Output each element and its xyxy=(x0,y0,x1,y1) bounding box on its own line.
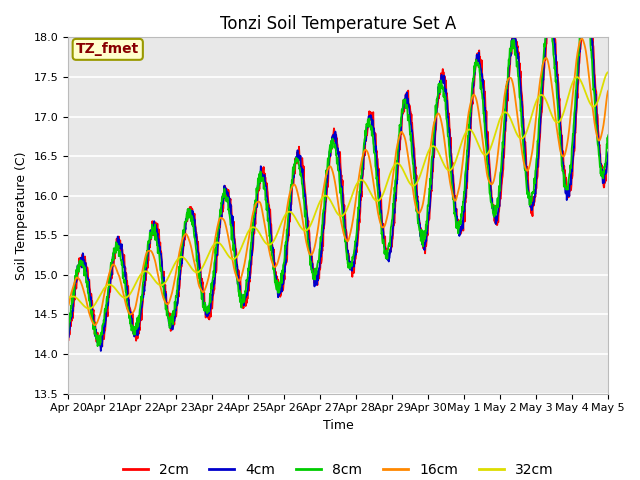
16cm xyxy=(64,303,72,309)
32cm xyxy=(372,198,380,204)
4cm xyxy=(604,149,612,155)
2cm xyxy=(315,276,323,281)
4cm xyxy=(294,147,301,153)
32cm xyxy=(305,225,312,231)
Line: 8cm: 8cm xyxy=(68,0,608,346)
8cm xyxy=(305,247,312,253)
4cm xyxy=(106,281,114,287)
2cm xyxy=(99,344,106,349)
Y-axis label: Soil Temperature (C): Soil Temperature (C) xyxy=(15,151,28,280)
Legend: 2cm, 4cm, 8cm, 16cm, 32cm: 2cm, 4cm, 8cm, 16cm, 32cm xyxy=(117,457,559,480)
4cm xyxy=(64,333,72,338)
8cm xyxy=(93,343,101,349)
32cm xyxy=(604,69,612,75)
8cm xyxy=(315,259,323,265)
32cm xyxy=(294,219,301,225)
Line: 4cm: 4cm xyxy=(68,0,608,351)
2cm xyxy=(129,321,136,326)
8cm xyxy=(582,0,589,3)
4cm xyxy=(315,272,323,278)
8cm xyxy=(604,132,612,138)
32cm xyxy=(85,306,93,312)
16cm xyxy=(294,190,301,195)
16cm xyxy=(106,268,114,274)
16cm xyxy=(372,195,380,201)
8cm xyxy=(372,165,380,170)
Line: 32cm: 32cm xyxy=(68,72,608,309)
16cm xyxy=(129,311,136,316)
32cm xyxy=(315,202,323,208)
2cm xyxy=(305,239,312,244)
8cm xyxy=(64,332,72,338)
4cm xyxy=(372,143,380,149)
4cm xyxy=(129,320,136,325)
Line: 2cm: 2cm xyxy=(68,0,608,347)
Line: 16cm: 16cm xyxy=(68,39,608,325)
16cm xyxy=(315,222,323,228)
16cm xyxy=(578,36,586,42)
8cm xyxy=(294,156,301,162)
16cm xyxy=(91,322,99,328)
2cm xyxy=(106,289,114,295)
Text: TZ_fmet: TZ_fmet xyxy=(76,42,140,56)
16cm xyxy=(604,88,612,94)
8cm xyxy=(106,273,114,278)
4cm xyxy=(97,348,105,354)
4cm xyxy=(305,236,312,242)
2cm xyxy=(604,156,612,161)
2cm xyxy=(372,133,380,139)
16cm xyxy=(305,249,312,255)
8cm xyxy=(129,322,136,328)
X-axis label: Time: Time xyxy=(323,419,353,432)
32cm xyxy=(106,282,114,288)
32cm xyxy=(129,288,136,293)
32cm xyxy=(64,295,72,300)
2cm xyxy=(294,152,301,157)
Title: Tonzi Soil Temperature Set A: Tonzi Soil Temperature Set A xyxy=(220,15,456,33)
2cm xyxy=(64,337,72,343)
